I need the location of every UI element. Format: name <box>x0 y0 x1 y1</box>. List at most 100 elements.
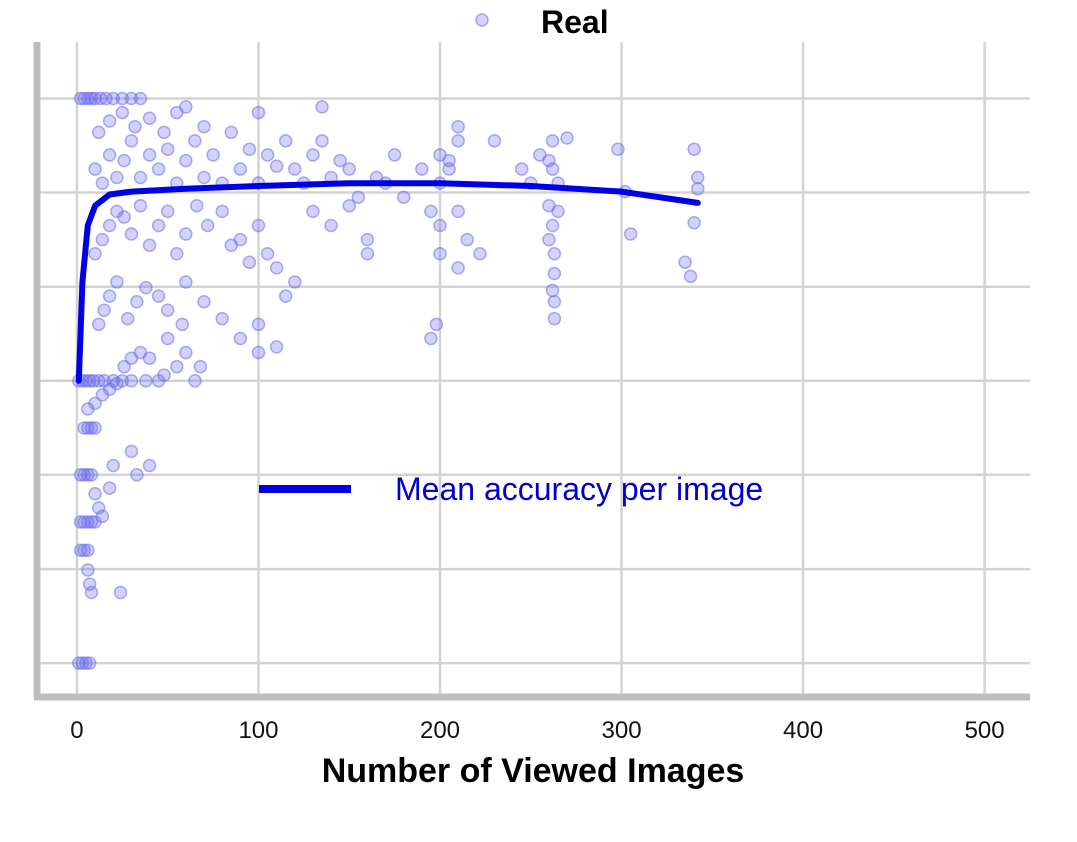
legend: Real <box>475 4 609 40</box>
data-point-143 <box>179 100 193 114</box>
data-point-94 <box>133 199 148 213</box>
data-point-41 <box>84 421 99 435</box>
x-tick-label-2: 200 <box>420 717 460 744</box>
data-point-9 <box>124 91 139 106</box>
data-point-71 <box>97 303 111 317</box>
data-point-96 <box>151 218 166 233</box>
data-point-23 <box>72 656 86 670</box>
data-point-59 <box>110 376 124 391</box>
data-point-127 <box>233 162 248 176</box>
data-point-82 <box>215 311 229 326</box>
data-points <box>72 91 705 670</box>
data-point-42 <box>88 421 102 435</box>
x-tick-label-1: 100 <box>238 717 278 744</box>
data-point-54 <box>130 468 144 482</box>
data-point-140 <box>142 111 157 125</box>
data-point-134 <box>306 148 320 162</box>
data-point-65 <box>157 368 171 382</box>
data-point-95 <box>142 238 157 253</box>
data-point-78 <box>160 303 175 317</box>
data-point-184 <box>545 218 560 233</box>
data-point-87 <box>278 289 293 303</box>
legend-label-real: Real <box>541 4 609 40</box>
data-point-106 <box>251 218 266 233</box>
data-point-99 <box>179 227 193 241</box>
data-point-36 <box>73 543 88 557</box>
data-point-66 <box>170 359 184 374</box>
data-point-21 <box>139 374 153 388</box>
data-point-177 <box>487 134 502 148</box>
data-point-133 <box>288 162 302 176</box>
data-point-68 <box>188 374 202 388</box>
data-point-195 <box>678 255 692 269</box>
data-point-116 <box>133 170 148 185</box>
data-point-39 <box>77 421 91 435</box>
data-point-128 <box>242 142 257 157</box>
annotation-label: Mean accuracy per image <box>395 471 763 507</box>
data-point-76 <box>139 280 153 295</box>
data-point-114 <box>117 153 131 168</box>
data-point-175 <box>460 232 474 247</box>
data-point-137 <box>102 114 117 128</box>
data-point-93 <box>124 227 139 241</box>
data-point-46 <box>113 585 128 600</box>
data-point-156 <box>424 204 438 219</box>
data-point-161 <box>342 199 356 213</box>
data-point-45 <box>84 585 99 600</box>
data-point-112 <box>102 148 117 162</box>
data-point-84 <box>251 317 266 332</box>
data-point-154 <box>396 190 411 205</box>
data-point-14 <box>82 374 97 388</box>
data-point-102 <box>215 204 229 219</box>
data-point-28 <box>77 468 91 482</box>
data-point-0 <box>73 91 88 106</box>
x-tick-label-4: 400 <box>783 717 823 744</box>
data-point-196 <box>687 215 701 230</box>
data-point-144 <box>197 119 211 134</box>
data-point-90 <box>102 218 117 233</box>
data-point-150 <box>351 190 366 205</box>
data-point-30 <box>84 468 99 482</box>
data-point-52 <box>124 444 139 459</box>
data-point-168 <box>451 119 465 134</box>
data-point-131 <box>269 159 284 173</box>
data-point-141 <box>157 125 171 140</box>
data-point-191 <box>560 131 574 145</box>
data-point-151 <box>360 232 375 247</box>
data-point-132 <box>278 134 293 148</box>
data-point-8 <box>115 91 130 106</box>
data-point-126 <box>224 125 238 140</box>
data-point-174 <box>424 331 438 346</box>
data-point-139 <box>128 119 142 134</box>
data-point-72 <box>102 289 117 303</box>
data-point-111 <box>95 176 110 190</box>
data-point-138 <box>115 105 130 120</box>
data-point-171 <box>433 246 447 261</box>
data-point-80 <box>179 275 193 289</box>
data-point-1 <box>77 91 91 106</box>
data-point-43 <box>81 563 95 577</box>
data-point-81 <box>197 294 211 309</box>
data-point-147 <box>306 204 320 219</box>
x-axis-title: Number of Viewed Images <box>322 752 745 790</box>
mean-line-annotation: Mean accuracy per image <box>259 471 763 507</box>
data-point-108 <box>269 261 284 275</box>
data-point-186 <box>547 266 562 281</box>
data-point-101 <box>200 218 215 233</box>
data-point-37 <box>77 543 91 557</box>
data-point-145 <box>251 105 266 120</box>
data-point-176 <box>473 246 487 261</box>
data-point-25 <box>79 656 93 670</box>
data-point-119 <box>160 142 175 157</box>
data-point-148 <box>324 218 338 233</box>
data-point-98 <box>170 246 184 261</box>
data-point-6 <box>99 91 113 106</box>
data-point-115 <box>124 134 139 148</box>
data-point-202 <box>551 204 565 219</box>
data-point-203 <box>542 232 556 247</box>
data-point-51 <box>106 458 120 473</box>
data-point-192 <box>611 142 625 157</box>
data-point-149 <box>342 162 356 176</box>
data-point-49 <box>95 509 110 524</box>
grid-lines <box>37 42 1030 697</box>
